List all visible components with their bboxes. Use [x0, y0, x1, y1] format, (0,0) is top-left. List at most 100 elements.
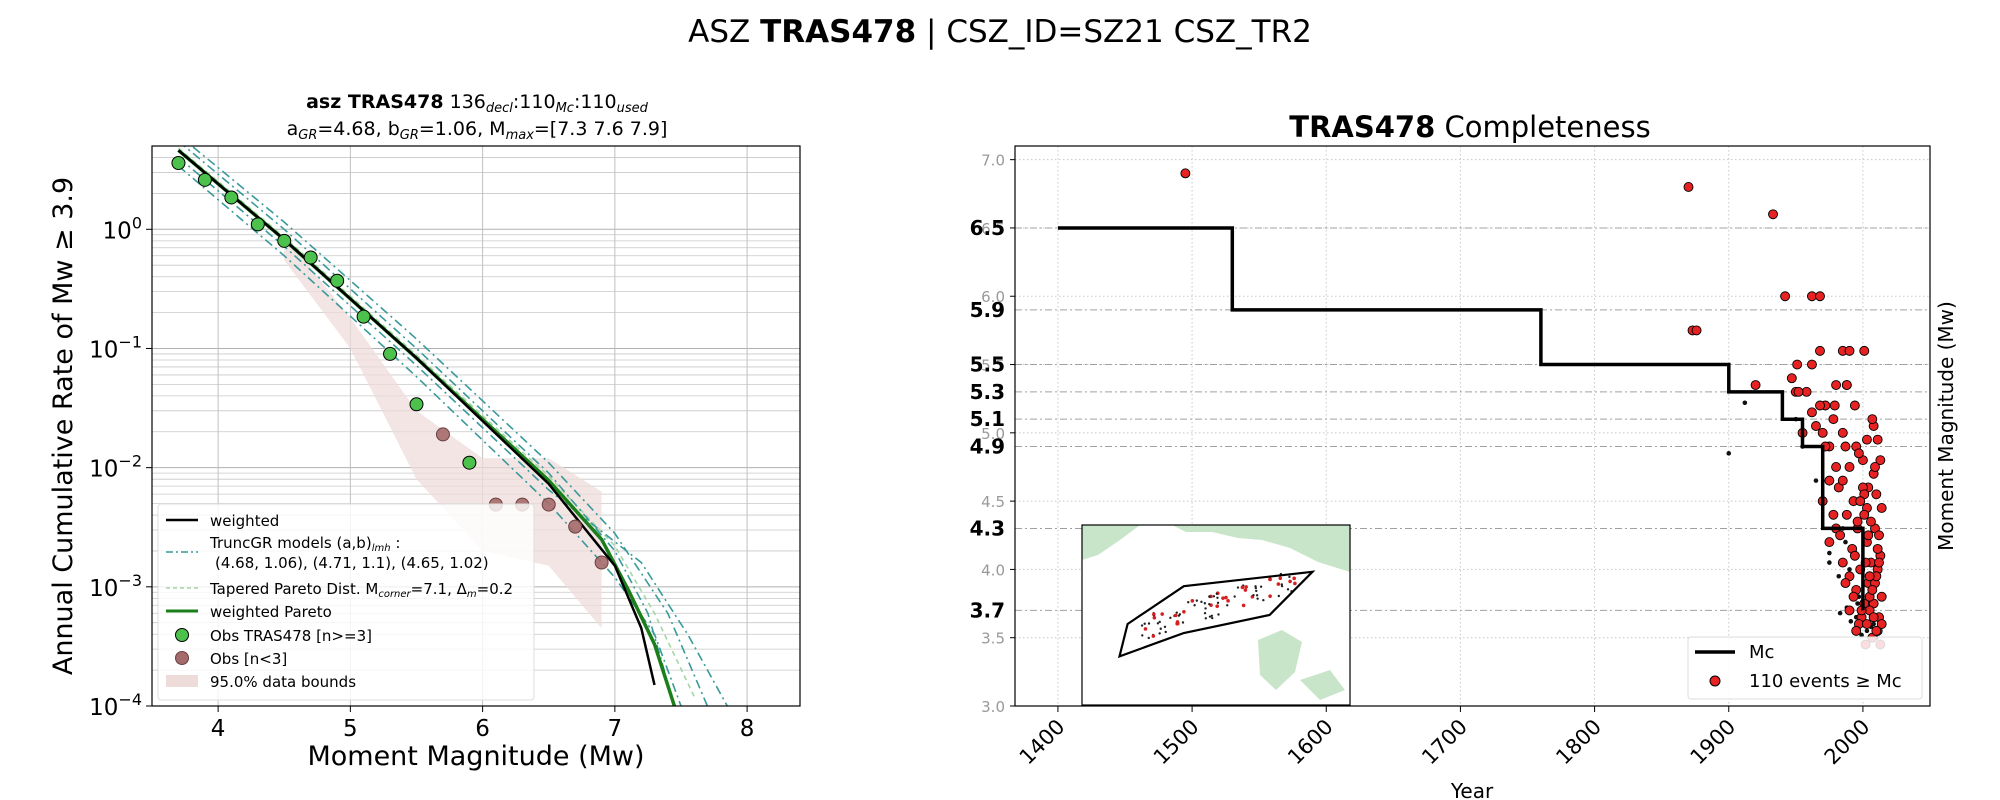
event-point: [1876, 591, 1887, 602]
legend-label-events: 110 events ≥ Mc: [1749, 671, 1902, 692]
event-point: [1793, 386, 1804, 397]
obs-point: [224, 190, 239, 205]
completeness-chart-title: TRAS478 Completeness: [1289, 110, 1650, 144]
event-point: [1874, 557, 1884, 568]
event-point: [1683, 182, 1694, 192]
legend-label-bounds: 95.0% data bounds: [210, 673, 356, 691]
y-tick-label: 7.0: [981, 152, 1005, 170]
event-point: [1841, 509, 1852, 520]
event-point: [1844, 605, 1855, 616]
small-event-point: [1859, 632, 1864, 638]
inset-epicenter: [1163, 625, 1167, 629]
obs-small-point: [568, 519, 583, 534]
rate-chart-x-ticks: 4 5 6 7 8: [211, 706, 755, 742]
inset-epicenter: [1178, 613, 1182, 616]
completeness-chart-ylabel: Moment Magnitude (Mw): [1934, 301, 1958, 551]
inset-epicenter: [1203, 602, 1207, 605]
obs-point: [409, 397, 424, 412]
inset-epicenter: [1152, 615, 1157, 620]
inset-epicenter: [1181, 621, 1185, 624]
event-point: [1691, 325, 1702, 336]
inset-epicenter: [1255, 594, 1259, 597]
inset-epicenter: [1208, 615, 1212, 618]
legend-swatch-bounds: [166, 675, 198, 687]
inset-epicenter: [1252, 593, 1255, 597]
mc-level-label: 4.3: [970, 516, 1005, 540]
event-point: [1852, 516, 1863, 527]
event-point: [1841, 380, 1852, 390]
event-point: [1831, 462, 1842, 472]
small-event-point: [1837, 610, 1843, 616]
inset-epicenter: [1143, 622, 1146, 625]
event-point: [1868, 612, 1879, 623]
small-event-point: [1726, 451, 1732, 456]
event-point: [1872, 543, 1883, 554]
inset-land-west: [1082, 525, 1140, 560]
inset-epicenter: [1254, 586, 1258, 590]
x-tick-label: 5: [343, 716, 358, 742]
inset-epicenter: [1236, 586, 1240, 589]
event-point: [1840, 441, 1851, 452]
y-tick-label: 10−4: [89, 690, 142, 721]
x-tick-label: 1900: [1686, 715, 1741, 770]
event-point: [1815, 400, 1825, 411]
y-tick-label: 5.0: [981, 425, 1005, 443]
legend-label-truncgr-params: (4.68, 1.06), (4.71, 1.1), (4.65, 1.02): [215, 554, 489, 572]
y-tick-label: 5.5: [981, 357, 1005, 375]
completeness-chart-legend: Mc 110 events ≥ Mc: [1687, 636, 1923, 700]
legend-box: [157, 503, 535, 701]
mc-level-label: 4.9: [970, 434, 1005, 458]
x-tick-label: 8: [740, 716, 755, 742]
x-tick-label: 4: [211, 716, 226, 742]
inset-epicenter: [1175, 611, 1178, 614]
inset-epicenter: [1256, 597, 1259, 600]
event-point: [1828, 414, 1839, 425]
event-point: [1876, 503, 1887, 513]
event-point: [1815, 345, 1825, 356]
inset-map: [1081, 524, 1351, 706]
small-event-point: [1855, 601, 1860, 606]
rate-chart-title-line2: aGR=4.68, bGR=1.06, Mmax=[7.3 7.6 7.9]: [287, 118, 668, 143]
event-point: [1768, 209, 1778, 220]
legend-swatch-obs: [175, 628, 189, 642]
rate-chart-frame: [151, 145, 801, 707]
inset-land-small-island: [1300, 670, 1345, 700]
event-point: [1859, 509, 1870, 520]
inset-epicenter: [1182, 609, 1186, 614]
y-tick-label: 6.0: [981, 288, 1005, 306]
y-tick-label: 4.0: [981, 561, 1005, 579]
y-tick-label: 100: [103, 213, 142, 244]
legend-box: [1687, 636, 1923, 700]
inset-epicenter: [1221, 596, 1225, 600]
inset-epicenter: [1292, 576, 1296, 581]
inset-epicenter: [1286, 588, 1290, 591]
small-event-point: [1836, 573, 1842, 579]
inset-epicenter: [1210, 614, 1214, 617]
event-point: [1876, 619, 1887, 629]
x-tick-label: 7: [608, 716, 623, 742]
inset-epicenter: [1175, 621, 1179, 626]
inset-land-north: [1172, 525, 1350, 572]
obs-point: [383, 346, 398, 361]
inset-epicenter: [1216, 596, 1219, 599]
legend-label-weighted-pareto: weighted Pareto: [210, 603, 332, 621]
inset-epicenter: [1268, 577, 1272, 582]
inset-epicenter: [1293, 581, 1297, 586]
event-point: [1849, 400, 1860, 411]
legend-swatch-events: [1709, 675, 1721, 687]
legend-swatch-obs-small: [175, 651, 189, 665]
event-point: [1861, 619, 1872, 629]
inset-epicenter: [1224, 595, 1228, 600]
inset-epicenter: [1262, 598, 1265, 602]
inset-epicenter: [1147, 622, 1151, 625]
inset-epicenter: [1160, 612, 1165, 616]
event-point: [1780, 291, 1791, 302]
inset-epicenter: [1288, 579, 1292, 584]
legend-label-obs-small: Obs [n<3]: [210, 650, 287, 668]
event-point: [1849, 550, 1860, 561]
y-tick-label: 10−1: [89, 332, 142, 363]
inset-epicenter: [1159, 627, 1162, 630]
inset-epicenter: [1277, 594, 1281, 598]
obs-small-point: [594, 555, 609, 570]
inset-epicenter: [1193, 604, 1196, 607]
